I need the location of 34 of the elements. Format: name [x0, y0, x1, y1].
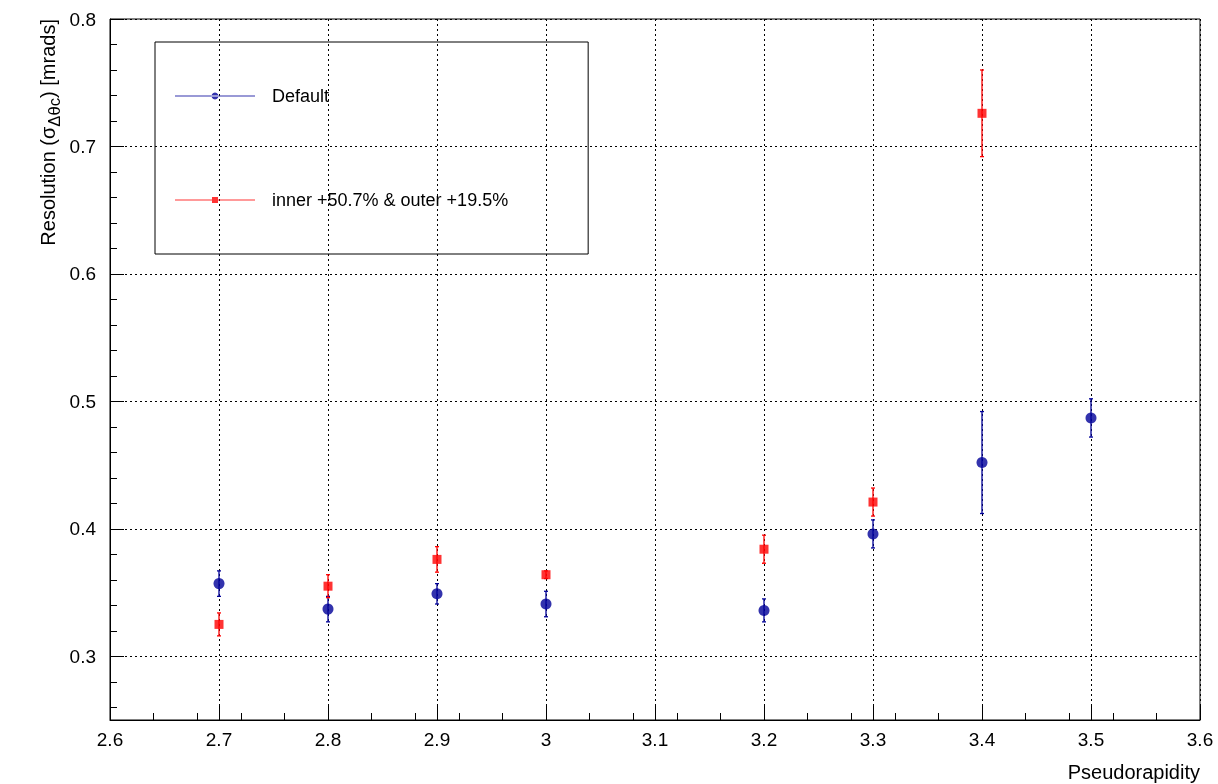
y-tick-label: 0.4: [69, 518, 97, 540]
point: [758, 604, 770, 616]
x-tick-label: 2.6: [96, 729, 124, 750]
point: [867, 528, 879, 540]
x-tick-label: 3.5: [1077, 729, 1105, 750]
point: [1085, 412, 1097, 424]
y-tick-label: 0.7: [69, 135, 96, 157]
x-tick-label: 3.6: [1186, 729, 1214, 750]
x-axis-title: Pseudorapidity: [1067, 761, 1200, 783]
x-tick-label: 3.1: [641, 729, 669, 750]
point: [540, 598, 552, 610]
x-tick-label: 2.9: [423, 729, 451, 750]
x-tick-label: 2.8: [314, 729, 342, 750]
x-tick-label: 2.7: [205, 729, 233, 750]
legend-label: Default: [272, 86, 330, 106]
point: [213, 578, 225, 590]
point: [977, 108, 987, 118]
x-tick-label: 3.3: [859, 729, 887, 750]
x-tick-label: 3: [540, 729, 552, 750]
x-tick-label: 3.2: [750, 729, 778, 750]
x-tick-label: 3.4: [968, 729, 996, 750]
point: [431, 588, 443, 600]
point: [322, 603, 334, 615]
y-tick-label: 0.3: [69, 645, 96, 667]
point: [432, 554, 442, 564]
legend-label: inner +50.7% & outer +19.5%: [272, 190, 509, 210]
point: [868, 497, 878, 507]
point: [759, 544, 769, 554]
y-tick-label: 0.8: [69, 8, 96, 30]
y-tick-label: 0.6: [69, 263, 96, 285]
point: [214, 619, 224, 629]
y-tick-label: 0.5: [69, 390, 96, 412]
point: [323, 581, 333, 591]
point: [976, 457, 988, 469]
